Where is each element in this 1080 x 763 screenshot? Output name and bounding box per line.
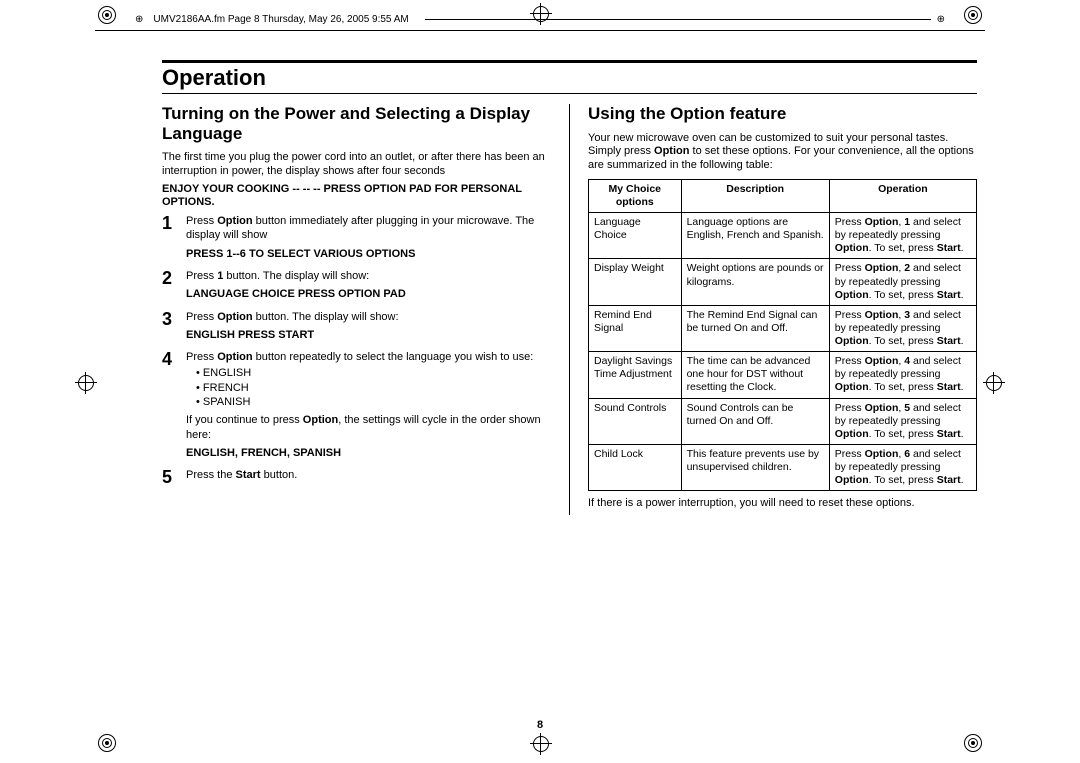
left-column: Turning on the Power and Selecting a Dis… (162, 104, 551, 515)
step-bold-display: ENGLISH, FRENCH, SPANISH (186, 446, 551, 460)
table-cell: Press Option, 4 and select by repeatedly… (829, 352, 976, 398)
left-intro-bold: ENJOY YOUR COOKING -- -- -- PRESS OPTION… (162, 183, 551, 211)
bullet-item: ENGLISH (196, 366, 551, 380)
table-header: Description (681, 179, 829, 212)
options-table: My Choice optionsDescriptionOperationLan… (588, 179, 977, 492)
table-header: My Choice options (589, 179, 682, 212)
right-column: Using the Option feature Your new microw… (588, 104, 977, 515)
step-item: Press Option button immediately after pl… (162, 214, 551, 261)
right-intro: Your new microwave oven can be customize… (588, 132, 977, 173)
step-item: Press 1 button. The display will show:LA… (162, 269, 551, 302)
table-cell: Daylight Savings Time Adjustment (589, 352, 682, 398)
table-row: Daylight Savings Time AdjustmentThe time… (589, 352, 977, 398)
table-cell: Press Option, 5 and select by repeatedly… (829, 398, 976, 444)
step-bold-display: ENGLISH PRESS START (186, 328, 551, 342)
crop-mark-icon (78, 375, 94, 396)
title-underline (162, 93, 977, 94)
table-row: Remind End SignalThe Remind End Signal c… (589, 305, 977, 351)
bullet-item: FRENCH (196, 381, 551, 395)
bullet-item: SPANISH (196, 395, 551, 409)
section-title: Operation (162, 65, 977, 91)
left-intro: The first time you plug the power cord i… (162, 151, 551, 179)
right-heading: Using the Option feature (588, 104, 977, 124)
page-content: Operation Turning on the Power and Selec… (162, 60, 977, 723)
step-bold-display: LANGUAGE CHOICE PRESS OPTION PAD (186, 287, 551, 301)
table-cell: Child Lock (589, 444, 682, 490)
page-number: 8 (0, 719, 1080, 731)
right-footer: If there is a power interruption, you wi… (588, 497, 977, 511)
steps-list: Press Option button immediately after pl… (162, 214, 551, 482)
table-row: Language ChoiceLanguage options are Engl… (589, 213, 977, 259)
header-filename: UMV2186AA.fm Page 8 Thursday, May 26, 20… (153, 14, 408, 25)
table-cell: The Remind End Signal can be turned On a… (681, 305, 829, 351)
step-item: Press Option button repeatedly to select… (162, 350, 551, 460)
crop-mark-icon (986, 375, 1002, 396)
table-cell: Press Option, 3 and select by repeatedly… (829, 305, 976, 351)
crop-mark-icon (533, 736, 549, 757)
step-item: Press Option button. The display will sh… (162, 310, 551, 343)
table-cell: Display Weight (589, 259, 682, 305)
left-heading: Turning on the Power and Selecting a Dis… (162, 104, 551, 143)
table-cell: Press Option, 1 and select by repeatedly… (829, 213, 976, 259)
table-cell: Press Option, 2 and select by repeatedly… (829, 259, 976, 305)
table-row: Sound ControlsSound Controls can be turn… (589, 398, 977, 444)
reg-mark-icon (964, 734, 982, 757)
table-cell: Language Choice (589, 213, 682, 259)
table-cell: Sound Controls can be turned On and Off. (681, 398, 829, 444)
table-cell: Language options are English, French and… (681, 213, 829, 259)
table-row: Child LockThis feature prevents use by u… (589, 444, 977, 490)
table-cell: Weight options are pounds or kilograms. (681, 259, 829, 305)
table-cell: The time can be advanced one hour for DS… (681, 352, 829, 398)
table-header: Operation (829, 179, 976, 212)
column-divider (569, 104, 570, 515)
top-thick-rule (162, 60, 977, 63)
table-cell: Sound Controls (589, 398, 682, 444)
document-header-bar: ⊕ UMV2186AA.fm Page 8 Thursday, May 26, … (95, 8, 985, 31)
step-item: Press the Start button. (162, 468, 551, 482)
table-cell: Remind End Signal (589, 305, 682, 351)
table-cell: This feature prevents use by unsupervise… (681, 444, 829, 490)
table-row: Display WeightWeight options are pounds … (589, 259, 977, 305)
step-bold-display: PRESS 1--6 TO SELECT VARIOUS OPTIONS (186, 247, 551, 261)
table-cell: Press Option, 6 and select by repeatedly… (829, 444, 976, 490)
reg-mark-icon (98, 734, 116, 757)
